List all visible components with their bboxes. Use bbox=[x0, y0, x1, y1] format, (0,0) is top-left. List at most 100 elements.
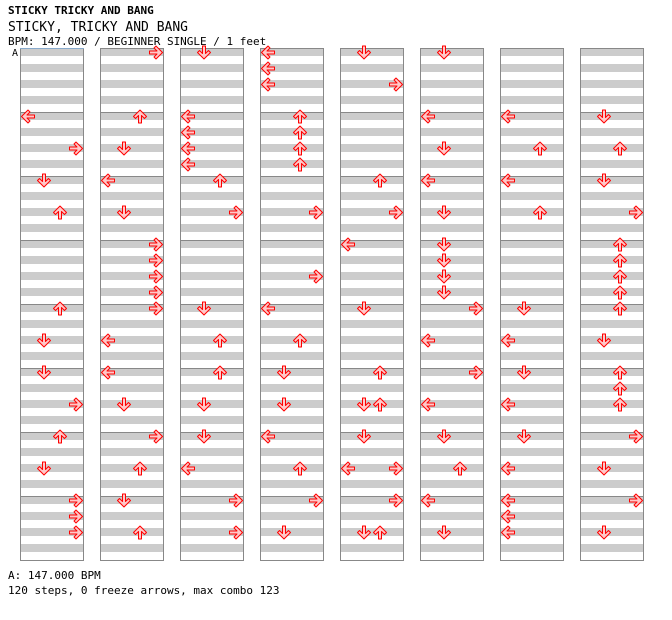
beat-stripe bbox=[500, 528, 564, 536]
beat-stripe bbox=[580, 480, 644, 488]
beat-stripe bbox=[580, 448, 644, 456]
up-arrow-note bbox=[293, 461, 307, 476]
down-arrow-note bbox=[117, 205, 131, 220]
beat-stripe bbox=[340, 336, 404, 344]
left-arrow-note bbox=[181, 125, 195, 140]
beat-stripe bbox=[420, 384, 484, 392]
right-arrow-note bbox=[149, 285, 163, 300]
beat-stripe bbox=[20, 96, 84, 104]
up-arrow-note bbox=[613, 285, 627, 300]
beat-stripe bbox=[180, 320, 244, 328]
beat-stripe bbox=[340, 256, 404, 264]
beat-stripe bbox=[500, 288, 564, 296]
measure-box bbox=[340, 496, 404, 561]
beat-stripe bbox=[340, 192, 404, 200]
right-arrow-note bbox=[149, 237, 163, 252]
beat-stripe bbox=[580, 336, 644, 344]
down-arrow-note bbox=[437, 237, 451, 252]
right-arrow-note bbox=[309, 493, 323, 508]
beat-stripe bbox=[100, 80, 164, 88]
beat-stripe bbox=[20, 144, 84, 152]
beat-stripe bbox=[340, 432, 404, 440]
beat-stripe bbox=[500, 128, 564, 136]
beat-stripe bbox=[580, 496, 644, 504]
left-arrow-note bbox=[261, 301, 275, 316]
up-arrow-note bbox=[613, 253, 627, 268]
beat-stripe bbox=[340, 448, 404, 456]
beat-stripe bbox=[340, 464, 404, 472]
beat-stripe bbox=[420, 512, 484, 520]
beat-stripe bbox=[340, 48, 404, 56]
beat-stripe bbox=[420, 112, 484, 120]
down-arrow-note bbox=[197, 429, 211, 444]
right-arrow-note bbox=[389, 493, 403, 508]
beat-stripe bbox=[580, 64, 644, 72]
down-arrow-note bbox=[437, 429, 451, 444]
beat-stripe bbox=[500, 176, 564, 184]
up-arrow-note bbox=[133, 461, 147, 476]
down-arrow-note bbox=[37, 365, 51, 380]
beat-stripe bbox=[20, 496, 84, 504]
down-arrow-note bbox=[357, 429, 371, 444]
beat-stripe bbox=[340, 144, 404, 152]
beat-stripe bbox=[20, 528, 84, 536]
beat-stripe bbox=[420, 400, 484, 408]
right-arrow-note bbox=[149, 253, 163, 268]
step-stats: 120 steps, 0 freeze arrows, max combo 12… bbox=[8, 584, 280, 597]
beat-stripe bbox=[420, 48, 484, 56]
beat-stripe bbox=[580, 96, 644, 104]
right-arrow-note bbox=[69, 509, 83, 524]
beat-stripe bbox=[500, 464, 564, 472]
beat-stripe bbox=[340, 112, 404, 120]
beat-stripe bbox=[580, 352, 644, 360]
up-arrow-note bbox=[613, 237, 627, 252]
measure-box bbox=[500, 496, 564, 561]
right-arrow-note bbox=[229, 205, 243, 220]
left-arrow-note bbox=[341, 461, 355, 476]
beat-stripe bbox=[260, 464, 324, 472]
beat-stripe bbox=[20, 384, 84, 392]
beat-stripe bbox=[180, 128, 244, 136]
beat-stripe bbox=[100, 224, 164, 232]
beat-stripe bbox=[580, 192, 644, 200]
beat-stripe bbox=[420, 128, 484, 136]
left-arrow-note bbox=[261, 77, 275, 92]
beat-stripe bbox=[20, 448, 84, 456]
beat-stripe bbox=[420, 528, 484, 536]
down-arrow-note bbox=[437, 141, 451, 156]
beat-stripe bbox=[100, 128, 164, 136]
beat-stripe bbox=[260, 256, 324, 264]
beat-stripe bbox=[260, 192, 324, 200]
beat-stripe bbox=[260, 288, 324, 296]
left-arrow-note bbox=[181, 461, 195, 476]
beat-stripe bbox=[340, 96, 404, 104]
beat-stripe bbox=[420, 368, 484, 376]
beat-stripe bbox=[260, 64, 324, 72]
right-arrow-note bbox=[149, 269, 163, 284]
right-arrow-note bbox=[389, 205, 403, 220]
up-arrow-note bbox=[53, 301, 67, 316]
beat-stripe bbox=[100, 192, 164, 200]
beat-stripe bbox=[100, 240, 164, 248]
beat-stripe bbox=[20, 208, 84, 216]
beat-stripe bbox=[260, 272, 324, 280]
beat-stripe bbox=[260, 144, 324, 152]
beat-stripe bbox=[260, 208, 324, 216]
beat-stripe bbox=[260, 400, 324, 408]
right-arrow-note bbox=[69, 397, 83, 412]
beat-stripe bbox=[340, 80, 404, 88]
down-arrow-note bbox=[597, 109, 611, 124]
beat-stripe bbox=[420, 176, 484, 184]
beat-stripe bbox=[500, 512, 564, 520]
beat-stripe bbox=[420, 336, 484, 344]
down-arrow-note bbox=[277, 397, 291, 412]
beat-stripe bbox=[260, 528, 324, 536]
measure-box bbox=[420, 496, 484, 561]
beat-stripe bbox=[180, 336, 244, 344]
down-arrow-note bbox=[597, 525, 611, 540]
beat-stripe bbox=[20, 304, 84, 312]
beat-stripe bbox=[100, 320, 164, 328]
beat-stripe bbox=[580, 48, 644, 56]
beat-stripe bbox=[420, 160, 484, 168]
beat-stripe bbox=[420, 192, 484, 200]
